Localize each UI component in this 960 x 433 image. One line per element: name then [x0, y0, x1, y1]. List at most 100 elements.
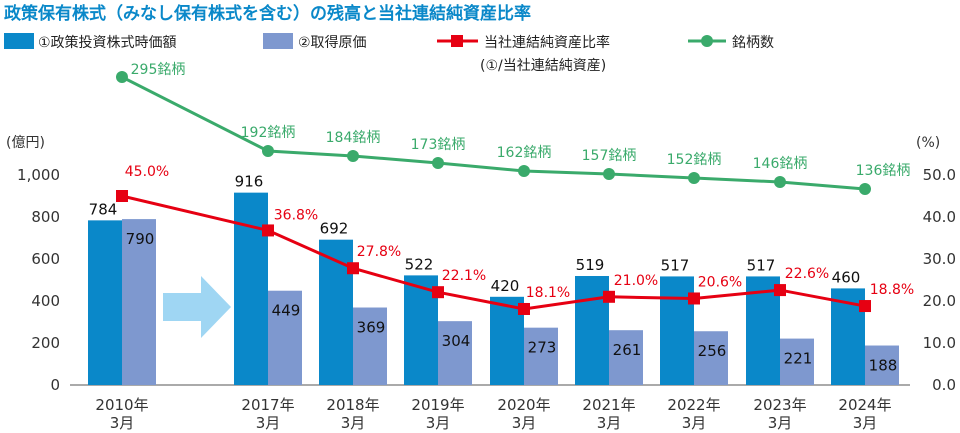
brands-marker: [432, 157, 444, 169]
legend-swatch-acquisition-cost: [263, 33, 293, 49]
bar-label-acquisition-cost: 256: [698, 342, 727, 360]
ratio-marker: [859, 300, 871, 313]
bar-acquisition-cost: [694, 331, 728, 385]
ratio-label: 36.8%: [274, 207, 318, 223]
brands-label: 295銘柄: [131, 62, 186, 78]
bar-acquisition-cost: [268, 290, 302, 385]
brands-marker: [518, 165, 530, 177]
bar-label-market-value: 517: [661, 256, 690, 274]
ratio-label: 18.8%: [870, 282, 914, 298]
bar-label-market-value: 420: [491, 277, 520, 295]
brands-line: [121, 75, 866, 191]
ratio-marker: [774, 284, 786, 297]
brands-label: 184銘柄: [326, 130, 381, 146]
bar-label-acquisition-cost: 221: [784, 350, 813, 368]
x-tick-label-year: 2010年: [95, 396, 148, 414]
left-tick-label: 600: [31, 250, 60, 268]
legend-swatch-market-value: [4, 33, 34, 49]
brands-marker: [774, 176, 786, 188]
brands-label: 192銘柄: [241, 125, 296, 141]
bar-label-market-value: 784: [89, 200, 118, 218]
brands-label: 173銘柄: [411, 137, 466, 153]
ratio-marker: [603, 290, 615, 303]
brands-label: 146銘柄: [753, 156, 808, 172]
brands-label: 157銘柄: [582, 148, 637, 164]
left-tick-label: 800: [31, 208, 60, 226]
bar-label-acquisition-cost: 449: [272, 302, 301, 320]
bar-acquisition-cost: [524, 327, 558, 385]
bar-label-market-value: 692: [320, 220, 349, 238]
ratio-label: 18.1%: [526, 285, 570, 301]
left-tick-label: 1,000: [17, 166, 60, 184]
ratio-label: 45.0%: [125, 164, 169, 180]
right-tick-label: 0.0: [932, 376, 956, 394]
bar-label-market-value: 460: [832, 268, 861, 286]
bar-label-acquisition-cost: 369: [357, 319, 386, 337]
bar-acquisition-cost: [609, 330, 643, 385]
brands-marker: [859, 183, 871, 195]
bar-market-value: [88, 220, 122, 385]
legend: ①政策投資株式時価額 ②取得原価 当社連結純資産比率 (①/当社連結純資産) 銘柄数: [4, 33, 774, 74]
bar-label-market-value: 519: [576, 256, 605, 274]
x-tick-label-month: 3月: [426, 414, 451, 432]
x-tick-label-year: 2019年: [411, 396, 464, 414]
legend-label-ratio: 当社連結純資産比率: [484, 34, 610, 51]
right-tick-label: 30.0: [923, 250, 956, 268]
ratio-marker: [347, 262, 359, 275]
labels: 784 916 692 522 420 519 517 517 460 790 449 369 304 2…: [89, 62, 915, 375]
lines: [116, 71, 871, 315]
ratio-label: 27.8%: [357, 244, 401, 260]
brands-marker: [262, 145, 274, 157]
x-tick-label-month: 3月: [682, 414, 707, 432]
x-tick-label-month: 3月: [768, 414, 793, 432]
bar-label-acquisition-cost: 273: [528, 339, 557, 357]
right-tick-label: 20.0: [923, 292, 956, 310]
bar-label-acquisition-cost: 790: [126, 230, 155, 248]
bar-label-acquisition-cost: 188: [869, 357, 898, 375]
bar-label-market-value: 517: [747, 256, 776, 274]
bar-acquisition-cost: [780, 338, 814, 385]
bar-acquisition-cost: [353, 307, 387, 385]
left-tick-label: 400: [31, 292, 60, 310]
bar-acquisition-cost: [122, 219, 156, 385]
x-tick-label-month: 3月: [110, 414, 135, 432]
brands-label: 162銘柄: [497, 145, 552, 161]
ratio-marker: [432, 286, 444, 299]
bar-label-market-value: 522: [405, 255, 434, 273]
x-tick-label-year: 2020年: [497, 396, 550, 414]
x-tick-label-month: 3月: [256, 414, 281, 432]
bar-acquisition-cost: [865, 345, 899, 385]
ratio-marker: [518, 302, 530, 315]
legend-label-acquisition-cost: ②取得原価: [298, 34, 367, 51]
right-tick-label: 40.0: [923, 208, 956, 226]
right-tick-label: 10.0: [923, 334, 956, 352]
x-tick-label-month: 3月: [853, 414, 878, 432]
brands-marker: [347, 150, 359, 162]
x-tick-label-year: 2022年: [667, 396, 720, 414]
ratio-marker: [262, 224, 274, 237]
left-tick-label: 200: [31, 334, 60, 352]
transition-arrow: [163, 276, 231, 338]
brands-marker: [116, 71, 128, 83]
x-tick-label-year: 2017年: [241, 396, 294, 414]
legend-marker-ratio: [451, 35, 463, 47]
x-tick-label-month: 3月: [341, 414, 366, 432]
bar-acquisition-cost: [438, 321, 472, 385]
x-tick-label-month: 3月: [597, 414, 622, 432]
x-tick-label-year: 2021年: [582, 396, 635, 414]
legend-label-ratio-sub: (①/当社連結純資産): [480, 58, 606, 74]
brands-marker: [603, 168, 615, 180]
bar-label-acquisition-cost: 304: [442, 332, 471, 350]
legend-marker-brands: [701, 35, 713, 47]
x-tick-label-year: 2018年: [326, 396, 379, 414]
bar-label-acquisition-cost: 261: [613, 341, 642, 359]
brands-label: 152銘柄: [667, 152, 722, 168]
ratio-marker: [116, 190, 128, 202]
transition-arrow-shape: [163, 276, 231, 338]
x-tick-label-year: 2024年: [838, 396, 891, 414]
left-axis-label: (億円): [6, 135, 45, 151]
x-tick-label-year: 2023年: [753, 396, 806, 414]
right-axis-label: (%): [916, 135, 940, 151]
ratio-label: 22.1%: [442, 268, 486, 284]
bar-label-market-value: 916: [235, 173, 264, 191]
